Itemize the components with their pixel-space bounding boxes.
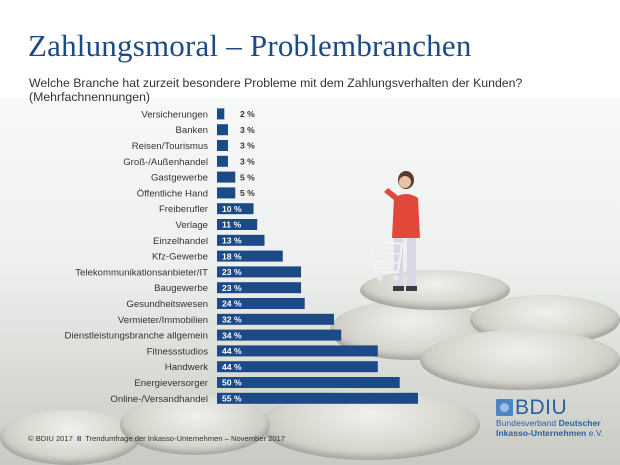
category-label: Dienstleistungsbranche allgemein bbox=[65, 331, 208, 342]
category-label: Versicherungen bbox=[141, 109, 208, 120]
logo-name: BDIU bbox=[515, 396, 568, 419]
value-label: 18 % bbox=[222, 251, 242, 261]
footer-source: Trendumfrage der Inkasso-Unternehmen – N… bbox=[85, 434, 285, 443]
footer-copyright: © BDIU 2017 bbox=[28, 434, 73, 443]
bdiu-logo-icon bbox=[496, 399, 513, 416]
footer: © BDIU 2017 II Trendumfrage der Inkasso-… bbox=[28, 434, 285, 443]
footer-separator: II bbox=[76, 434, 82, 443]
value-label: 44 % bbox=[222, 346, 242, 356]
value-label: 44 % bbox=[222, 362, 242, 372]
category-label: Gastgewerbe bbox=[151, 173, 208, 184]
bar bbox=[217, 219, 258, 230]
category-label: Kfz-Gewerbe bbox=[152, 252, 208, 263]
bar bbox=[217, 171, 236, 183]
bar bbox=[217, 392, 418, 404]
value-label: 23 % bbox=[222, 283, 242, 293]
category-label: Einzelhandel bbox=[153, 236, 208, 247]
bar bbox=[217, 345, 378, 357]
bar bbox=[217, 298, 305, 309]
bdiu-logo: BDIU Bundesverband Deutscher Inkasso-Unt… bbox=[496, 396, 603, 439]
bar bbox=[217, 361, 378, 373]
logo-line-1: Bundesverband Deutscher bbox=[496, 418, 601, 428]
category-label: Fitnessstudios bbox=[147, 346, 209, 357]
value-label: 11 % bbox=[222, 220, 241, 230]
value-label: 3 % bbox=[240, 141, 255, 151]
page-subtitle: Welche Branche hat zurzeit besondere Pro… bbox=[29, 76, 523, 104]
bar bbox=[217, 203, 254, 215]
category-label: Energieversorger bbox=[134, 378, 208, 389]
category-label: Öffentliche Hand bbox=[137, 188, 208, 199]
category-label: Verlage bbox=[175, 220, 208, 231]
value-label: 3 % bbox=[240, 125, 255, 135]
category-label: Online-/Versandhandel bbox=[110, 394, 208, 405]
category-label: Vermieter/Immobilien bbox=[118, 315, 208, 326]
category-label: Banken bbox=[175, 125, 208, 136]
category-label: Baugewerbe bbox=[154, 283, 208, 294]
value-label: 3 % bbox=[240, 157, 255, 167]
value-label: 5 % bbox=[240, 188, 255, 198]
value-label: 2 % bbox=[240, 109, 255, 119]
value-label: 55 % bbox=[222, 394, 242, 404]
value-label: 5 % bbox=[240, 172, 255, 182]
bar bbox=[217, 187, 236, 199]
bar bbox=[217, 282, 302, 294]
bar bbox=[217, 313, 334, 325]
bar bbox=[217, 124, 228, 136]
bar bbox=[217, 250, 283, 262]
category-label: Reisen/Tourismus bbox=[132, 141, 208, 152]
value-label: 10 % bbox=[222, 204, 242, 214]
category-label: Freiberufler bbox=[159, 204, 209, 215]
value-label: 32 % bbox=[222, 315, 242, 325]
bar bbox=[217, 329, 342, 341]
logo-line-2: Inkasso-Unternehmen e.V. bbox=[496, 428, 604, 438]
category-label: Handwerk bbox=[165, 362, 208, 373]
bar bbox=[217, 234, 265, 246]
bar bbox=[217, 140, 228, 151]
value-label: 24 % bbox=[222, 299, 242, 309]
shopper-figure-icon bbox=[372, 171, 420, 291]
value-label: 50 % bbox=[222, 378, 242, 388]
bar bbox=[217, 155, 228, 167]
value-label: 13 % bbox=[222, 236, 242, 246]
value-label: 34 % bbox=[222, 330, 242, 340]
page-title: Zahlungsmoral – Problembranchen bbox=[28, 28, 472, 63]
bar bbox=[217, 266, 302, 278]
bar bbox=[217, 377, 400, 388]
category-label: Groß-/Außenhandel bbox=[123, 157, 208, 168]
bar bbox=[217, 108, 225, 120]
value-label: 23 % bbox=[222, 267, 242, 277]
category-label: Telekommunikationsanbieter/IT bbox=[75, 267, 208, 278]
category-label: Gesundheitswesen bbox=[126, 299, 208, 310]
